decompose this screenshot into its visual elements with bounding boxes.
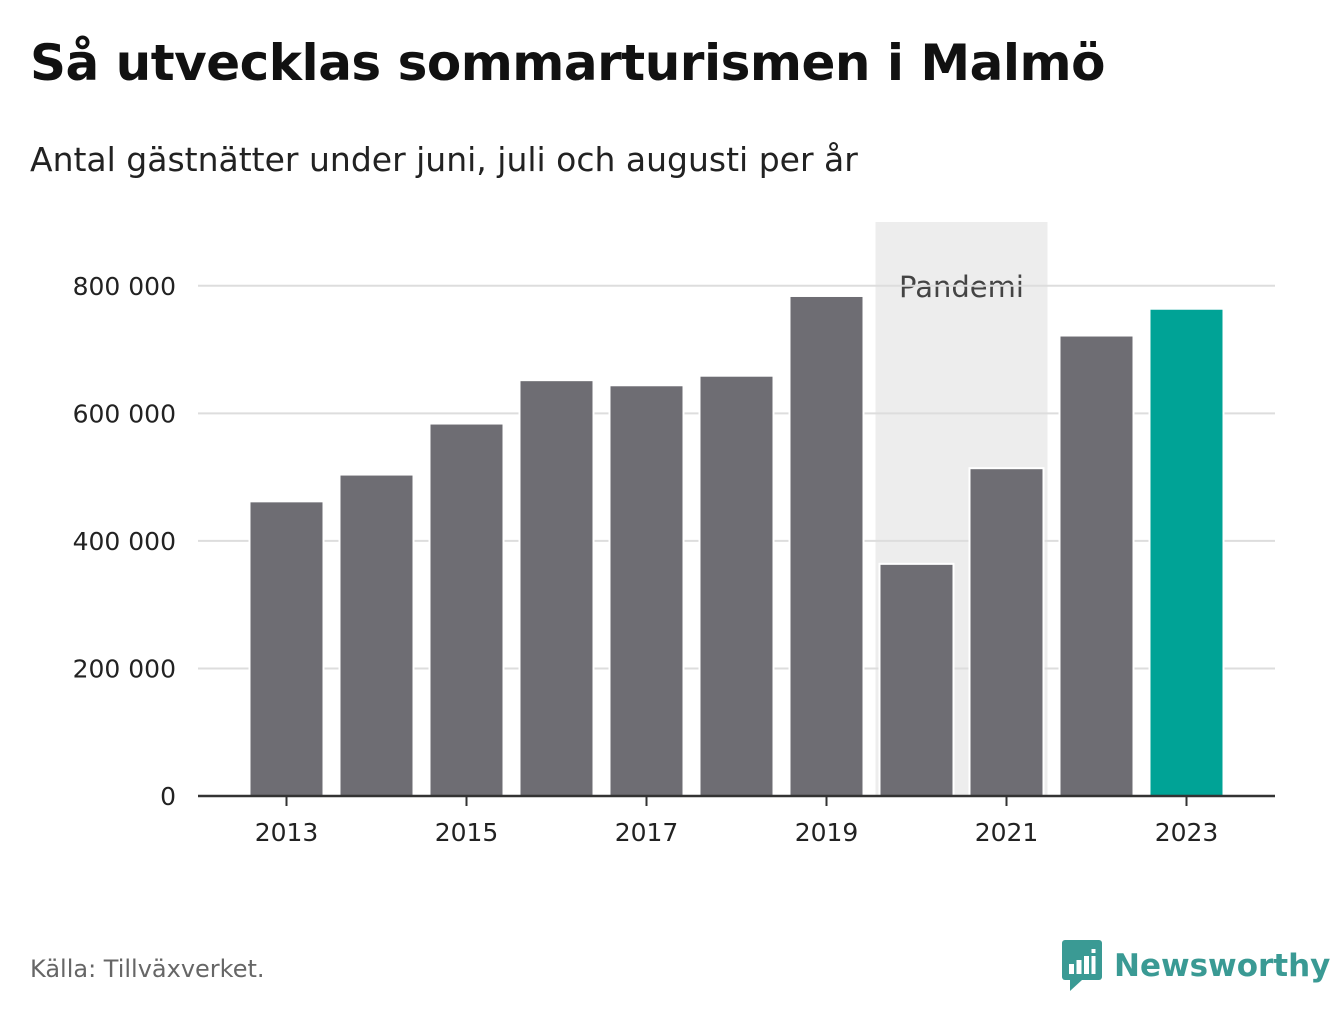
bar-2023 [1148, 307, 1225, 797]
x-tick-label: 2021 [975, 818, 1039, 847]
bar-2022 [1058, 334, 1135, 797]
bar-2016 [518, 379, 595, 797]
brand-logo: Newsworthy [1062, 940, 1330, 992]
bar-2020 [878, 562, 955, 797]
y-tick-label: 200 000 [73, 654, 176, 683]
x-tick-label: 2013 [255, 818, 319, 847]
pandemic-band-label: Pandemi [899, 270, 1024, 304]
y-tick-label: 600 000 [73, 399, 176, 428]
y-tick-label: 800 000 [73, 272, 176, 301]
y-axis-ticks: 0 200 000 400 000 600 000 800 000 [73, 272, 176, 811]
bar-chart: Pandemi 0 200 000 400 000 600 000 800 000 20… [73, 222, 1275, 847]
bar-2015 [428, 422, 505, 797]
bar-2014 [338, 473, 415, 797]
bar-chart-speech-bubble-icon [1062, 940, 1102, 991]
x-axis-ticks: 2013 2015 2017 2019 2021 2023 [255, 796, 1219, 847]
x-tick-label: 2023 [1155, 818, 1219, 847]
source-note: Källa: Tillväxverket. [30, 955, 265, 983]
y-tick-label: 400 000 [73, 527, 176, 556]
bar-2017 [608, 384, 685, 797]
bar-2019 [788, 294, 865, 797]
bar-2018 [698, 374, 775, 797]
bar-2013 [248, 500, 325, 797]
bars [248, 294, 1225, 797]
chart-subtitle: Antal gästnätter under juni, juli och au… [30, 140, 858, 179]
x-tick-label: 2015 [435, 818, 499, 847]
x-tick-label: 2017 [615, 818, 679, 847]
brand-name: Newsworthy [1114, 948, 1331, 984]
chart-title: Så utvecklas sommarturismen i Malmö [30, 34, 1106, 92]
bar-2021 [968, 467, 1045, 797]
x-tick-label: 2019 [795, 818, 859, 847]
y-tick-label: 0 [160, 782, 176, 811]
